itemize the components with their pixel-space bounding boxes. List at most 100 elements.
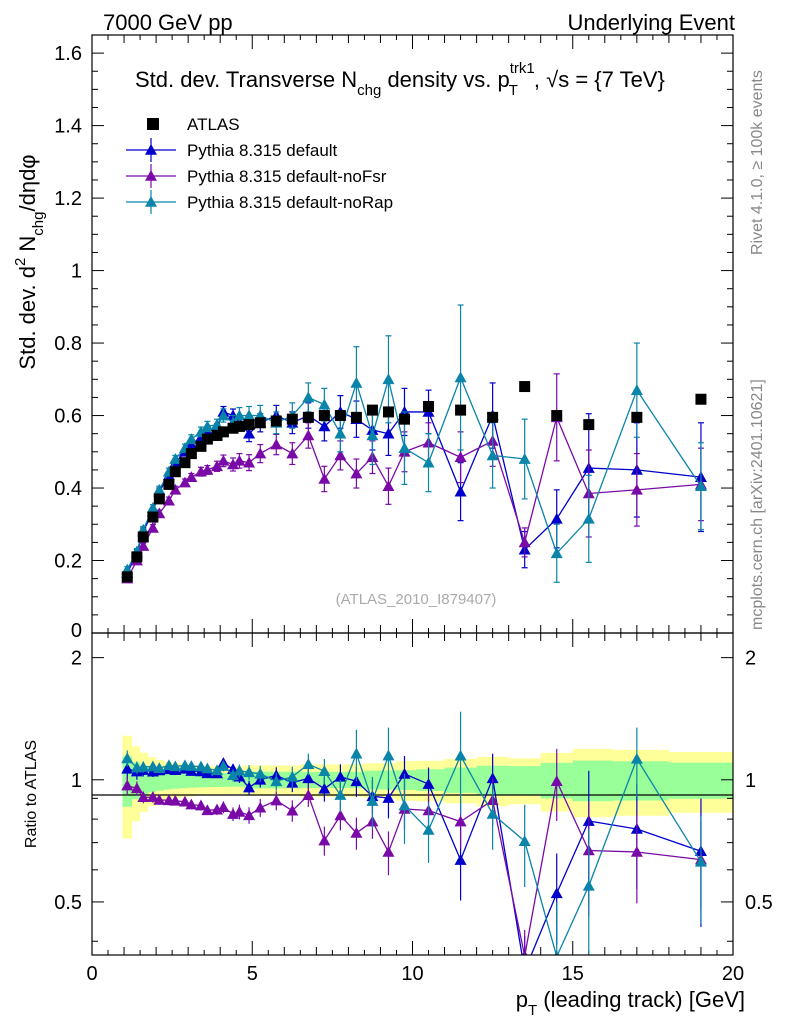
data-point-noFsr [302, 429, 315, 441]
data-point-atlas [286, 413, 298, 425]
data-point-noRap [382, 373, 395, 385]
data-point-atlas [217, 426, 229, 438]
ratio-point-noRap [694, 855, 707, 867]
ratio-point-noRap [518, 835, 531, 846]
x-axis-label: pT (leading track) [GeV] [516, 987, 745, 1019]
data-point-noRap [582, 512, 595, 524]
data-point-noRap [243, 409, 256, 421]
ratio-point-noRap [422, 824, 435, 835]
analysis-watermark: (ATLAS_2010_I879407) [336, 591, 497, 608]
x-tick-labels: 0 5 10 15 20 [86, 963, 744, 985]
data-point-atlas [137, 531, 149, 543]
data-point-noFsr [318, 472, 331, 484]
data-point-noRap [366, 429, 379, 441]
ratio-point-noFsr [201, 804, 214, 816]
main-data-marks [121, 304, 707, 584]
data-point-atlas [334, 410, 346, 422]
data-point-noRap [422, 456, 435, 468]
legend-marker-atlas [147, 118, 159, 130]
ratio-point-noRap [243, 766, 256, 778]
ratio-data-marks [121, 711, 707, 976]
ratio-tick-label: 1 [71, 770, 82, 792]
ratio-point-noRap [121, 752, 134, 764]
legend-marker-default [145, 144, 157, 155]
ratio-axis-ticks [92, 633, 733, 955]
data-point-noFsr [382, 480, 395, 492]
data-point-atlas [169, 466, 181, 478]
data-point-noRap [350, 376, 363, 388]
main-panel: 0.2 0.4 0.6 0.8 1 1.2 1.4 1.6 0 [54, 34, 734, 642]
y-tick-label-zero: 0 [71, 620, 82, 642]
data-point-noRap [169, 453, 182, 464]
data-point-noFsr [334, 449, 347, 461]
y-tick-label: 1 [71, 261, 82, 283]
data-point-noFsr [210, 460, 223, 472]
data-point-atlas [366, 404, 378, 416]
x-tick-label: 20 [722, 963, 744, 985]
data-point-noRap [454, 371, 467, 383]
rivet-label: Rivet 4.1.0, ≥ 100k events [749, 70, 766, 255]
legend-label: ATLAS [187, 115, 240, 134]
data-point-noRap [486, 449, 499, 461]
data-point-atlas [302, 411, 314, 423]
data-point-atlas [382, 406, 394, 418]
data-point-noFsr [146, 521, 159, 533]
y-tick-label: 1.6 [54, 43, 82, 65]
data-point-atlas [179, 457, 191, 469]
ratio-series-noFsr [121, 748, 707, 955]
ratio-tick-label-right: 0.5 [745, 892, 773, 914]
data-point-atlas [195, 440, 207, 452]
ratio-point-noRap [137, 760, 150, 772]
ratio-point-noRap [398, 799, 411, 811]
data-point-noRap [146, 501, 159, 513]
ratio-point-noFsr [194, 799, 207, 811]
ratio-point-noRap [153, 762, 166, 774]
ratio-point-noFsr [130, 782, 143, 794]
data-point-atlas [243, 419, 255, 431]
ratio-point-noFsr [121, 779, 134, 791]
data-point-atlas [254, 417, 266, 429]
ratio-point-noRap [554, 950, 560, 955]
series-line-noRap [126, 375, 702, 570]
data-point-atlas [423, 400, 435, 412]
data-point-noRap [153, 483, 166, 495]
data-point-noFsr [454, 451, 467, 463]
ratio-point-noRap [334, 789, 347, 800]
data-point-noRap [201, 420, 214, 432]
ratio-point-noFsr [550, 775, 563, 787]
data-point-noFsr [227, 458, 240, 470]
data-point-noFsr [518, 536, 531, 548]
data-point-default [382, 427, 395, 439]
ratio-point-noRap [194, 760, 207, 772]
mcplots-label: mcplots.cern.ch [arXiv:2401.10621] [749, 379, 766, 630]
data-point-noFsr [169, 483, 182, 495]
data-point-noRap [318, 398, 331, 410]
data-point-atlas [631, 411, 643, 423]
data-point-atlas [233, 420, 245, 432]
main-tick-labels: 0.2 0.4 0.6 0.8 1 1.2 1.4 1.6 0 [54, 43, 82, 642]
x-tick-label: 5 [247, 963, 258, 985]
data-point-noFsr [243, 456, 256, 468]
ratio-tick-label: 2 [71, 648, 82, 670]
data-point-noFsr [630, 483, 643, 495]
ratio-point-noRap [169, 760, 182, 772]
data-point-atlas [163, 478, 175, 490]
data-point-atlas [201, 433, 213, 445]
ratio-point-default [398, 767, 411, 779]
header-right: Underlying Event [567, 10, 735, 35]
ratio-point-noRap [254, 767, 267, 779]
ratio-point-default [519, 965, 531, 976]
ratio-point-noFsr [185, 798, 198, 810]
data-point-noRap [398, 442, 411, 453]
data-point-default [243, 427, 256, 439]
data-point-atlas [121, 571, 133, 583]
legend-label: Pythia 8.315 default-noRap [187, 193, 393, 212]
data-point-noFsr [217, 454, 230, 466]
data-point-atlas [318, 410, 330, 422]
ratio-point-noRap [630, 752, 643, 764]
data-point-atlas [185, 448, 197, 460]
ratio-point-noRap [227, 769, 240, 780]
data-point-default [550, 512, 563, 524]
ratio-y-axis-label: Ratio to ATLAS [23, 740, 40, 848]
